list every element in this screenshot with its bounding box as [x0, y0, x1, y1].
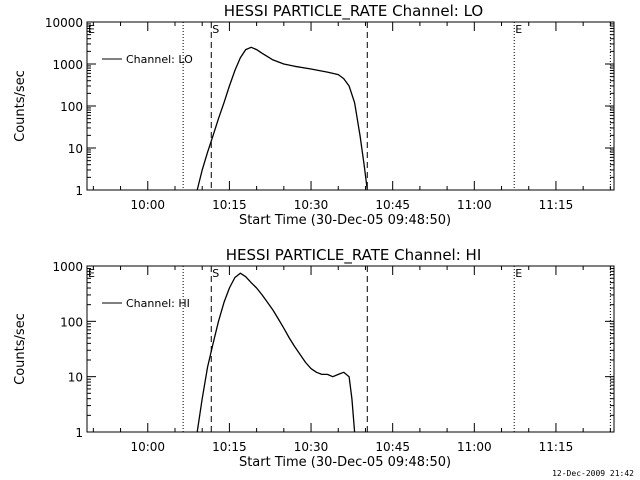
- x-tick-label: 11:00: [457, 198, 492, 212]
- y-tick-label: 1000: [52, 260, 83, 274]
- chart-title: HESSI PARTICLE_RATE Channel: HI: [226, 246, 482, 265]
- series-line: [196, 46, 368, 191]
- y-tick-label: 10: [68, 142, 83, 156]
- x-tick-label: 11:00: [457, 440, 492, 454]
- y-tick-label: 100: [60, 315, 83, 329]
- plot-frame: [86, 21, 615, 191]
- x-tick-label: 10:15: [212, 198, 247, 212]
- marker-label: S: [212, 23, 219, 36]
- hi-channel-panel: HESSI PARTICLE_RATE Channel: HI 1 10 100 100…: [13, 246, 615, 470]
- y-tick-label: 10: [68, 371, 83, 385]
- chart-title: HESSI PARTICLE_RATE Channel: LO: [224, 2, 483, 21]
- x-axis-label: Start Time (30-Dec-05 09:48:50): [239, 213, 451, 228]
- legend-label: Channel: HI: [126, 297, 190, 310]
- x-axis-label: Start Time (30-Dec-05 09:48:50): [239, 455, 451, 470]
- y-tick-label: 1: [75, 426, 83, 440]
- x-tick-label: 10:00: [130, 198, 165, 212]
- y-axis-label: Counts/sec: [13, 70, 28, 142]
- x-tick-label: 10:30: [294, 440, 329, 454]
- marker-label: S: [212, 267, 219, 280]
- x-tick-label: 10:45: [375, 440, 410, 454]
- y-tick-label: 1000: [52, 58, 83, 72]
- plot-frame: [86, 265, 615, 433]
- x-tick-label: 10:30: [294, 198, 329, 212]
- timestamp-stamp: 12-Dec-2009 21:42: [552, 469, 634, 478]
- x-tick-label: 11:15: [539, 198, 574, 212]
- marker-label: E: [88, 267, 95, 280]
- x-tick-label: 10:00: [130, 440, 165, 454]
- marker-label: E: [88, 23, 95, 36]
- y-tick-label: 10000: [45, 16, 83, 30]
- marker-label: E: [515, 23, 522, 36]
- legend-label: Channel: LO: [126, 53, 193, 66]
- y-tick-label: 1: [75, 184, 83, 198]
- x-tick-label: 10:45: [375, 198, 410, 212]
- x-tick-label: 11:15: [539, 440, 574, 454]
- x-tick-label: 10:15: [212, 440, 247, 454]
- y-axis-label: Counts/sec: [13, 313, 28, 385]
- marker-label: E: [515, 267, 522, 280]
- y-tick-label: 100: [60, 100, 83, 114]
- series-line: [196, 272, 356, 433]
- lo-channel-panel: HESSI PARTICLE_RATE Channel: LO 1 10 100 100…: [13, 2, 615, 228]
